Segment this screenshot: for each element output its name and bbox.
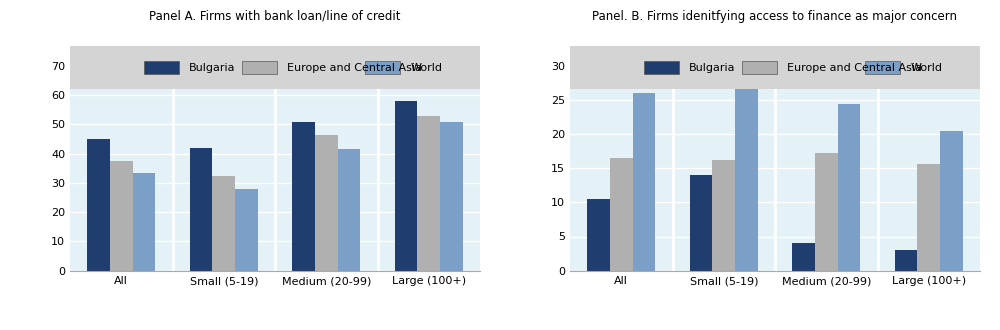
Text: Bulgaria: Bulgaria [189, 63, 235, 73]
Text: World: World [910, 63, 942, 73]
Bar [292, 121, 315, 271]
Bar [87, 139, 110, 271]
Bar [133, 173, 155, 271]
Bar [735, 86, 758, 271]
Bar [940, 131, 963, 271]
Bar [338, 149, 360, 271]
Bar [690, 175, 712, 271]
Bar [110, 161, 133, 271]
Bar [315, 135, 338, 271]
Text: Europe and Central Asia: Europe and Central Asia [287, 63, 422, 73]
Text: Panel A. Firms with bank loan/line of credit: Panel A. Firms with bank loan/line of cr… [149, 10, 401, 23]
Bar [792, 243, 815, 271]
Text: Panel. B. Firms idenitfying access to finance as major concern: Panel. B. Firms idenitfying access to fi… [592, 10, 957, 23]
Bar [712, 160, 735, 271]
Text: World: World [410, 63, 442, 73]
Text: Europe and Central Asia: Europe and Central Asia [787, 63, 922, 73]
Bar [610, 158, 633, 271]
Bar [895, 250, 917, 271]
Bar [815, 152, 838, 271]
Bar [917, 164, 940, 271]
Bar [633, 93, 655, 271]
Text: Bulgaria: Bulgaria [689, 63, 735, 73]
Bar [212, 176, 235, 271]
Bar [395, 101, 417, 271]
Bar [587, 199, 610, 271]
Bar [235, 189, 258, 271]
Bar [190, 148, 212, 271]
Bar [838, 104, 860, 271]
Bar [440, 121, 463, 271]
Bar [417, 116, 440, 271]
